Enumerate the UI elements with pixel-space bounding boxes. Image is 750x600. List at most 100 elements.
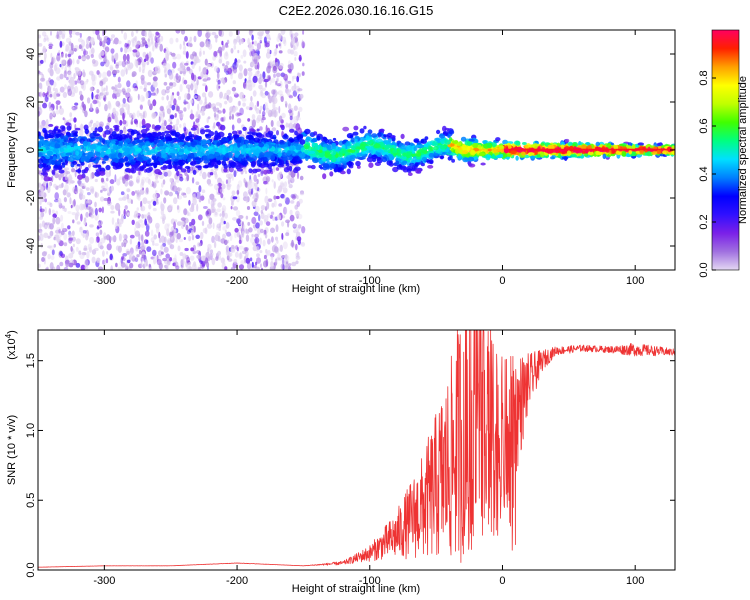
spectrogram-speckle bbox=[223, 220, 226, 225]
spectrogram-speckle bbox=[164, 69, 169, 76]
spectrogram-speckle bbox=[184, 93, 189, 100]
spectrogram-speckle bbox=[238, 239, 242, 244]
spectrogram-band-cell bbox=[180, 168, 187, 173]
spectrogram-speckle bbox=[253, 174, 257, 182]
spectrogram-speckle bbox=[158, 250, 163, 257]
spectrogram-speckle bbox=[44, 34, 49, 41]
spectrogram-speckle bbox=[39, 200, 42, 205]
spectrogram-speckle bbox=[162, 257, 168, 262]
spectrogram-speckle bbox=[287, 80, 292, 84]
spectrogram-speckle bbox=[186, 174, 190, 182]
spectrogram-speckle bbox=[233, 38, 237, 42]
spectrogram-speckle bbox=[141, 244, 146, 249]
spectrogram-speckle bbox=[99, 196, 105, 202]
spectrogram-speckle bbox=[101, 206, 104, 214]
spectrogram-speckle bbox=[271, 89, 276, 95]
spectrogram-speckle bbox=[160, 208, 165, 216]
spectrogram-speckle bbox=[63, 70, 67, 79]
spectrogram-speckle bbox=[65, 171, 71, 175]
spectrogram-speckle bbox=[237, 100, 241, 107]
spectrogram-speckle bbox=[120, 69, 126, 77]
spectrogram-speckle bbox=[126, 80, 131, 88]
spectrogram-speckle bbox=[89, 208, 94, 216]
spectrogram-speckle bbox=[123, 32, 128, 40]
spectrogram-speckle bbox=[101, 86, 104, 93]
spectrogram-speckle bbox=[114, 84, 118, 92]
spectrogram-speckle bbox=[289, 177, 295, 184]
spectrogram-speckle bbox=[64, 207, 67, 212]
spectrogram-speckle bbox=[278, 185, 283, 193]
spectrogram-speckle bbox=[216, 72, 220, 79]
spectrogram-speckle bbox=[56, 104, 59, 111]
spectrogram-speckle bbox=[251, 234, 254, 238]
spectrogram-speckle bbox=[161, 89, 167, 96]
spectrogram-speckle bbox=[265, 107, 270, 114]
spectrogram-speckle bbox=[295, 85, 301, 93]
spectrogram-speckle bbox=[53, 81, 57, 88]
spectrogram-speckle bbox=[85, 43, 90, 49]
spectrogram-speckle bbox=[243, 247, 249, 252]
spectrogram-speckle bbox=[71, 30, 77, 35]
spectrogram-speckle bbox=[191, 218, 196, 226]
spectrogram-speckle bbox=[233, 170, 237, 178]
spectrogram-speckle bbox=[253, 40, 258, 47]
spectrogram-speckle bbox=[137, 195, 141, 201]
spectrogram-speckle bbox=[295, 243, 298, 251]
spectrogram-speckle bbox=[263, 78, 269, 83]
spectrogram-speckle bbox=[221, 210, 225, 218]
spectrogram-speckle bbox=[65, 37, 72, 44]
spectrogram-speckle bbox=[271, 202, 275, 208]
spectrogram-speckle bbox=[190, 109, 193, 115]
spectrogram-speckle bbox=[148, 51, 152, 59]
spectrogram-speckle bbox=[267, 249, 271, 256]
spectrogram-speckle bbox=[270, 227, 275, 234]
spectrogram-speckle bbox=[140, 245, 146, 251]
spectrogram-speckle bbox=[236, 218, 241, 225]
spectrogram-speckle bbox=[81, 39, 86, 48]
spectrogram-speckle bbox=[245, 234, 250, 242]
spectrogram-speckle bbox=[56, 236, 61, 244]
spectrogram-speckle bbox=[41, 119, 46, 127]
spectrogram-speckle bbox=[226, 231, 232, 237]
spectrogram-speckle bbox=[219, 188, 225, 194]
spectrogram-speckle bbox=[239, 91, 245, 100]
spectrogram-speckle bbox=[274, 107, 278, 111]
spectrogram-speckle bbox=[191, 229, 194, 236]
spectrogram-speckle bbox=[229, 115, 232, 120]
spectrogram-speckle bbox=[177, 245, 181, 252]
spectrogram-speckle bbox=[166, 170, 172, 177]
spectrogram-speckle bbox=[223, 116, 226, 121]
spectrogram-speckle bbox=[158, 231, 161, 239]
spectrogram-speckle bbox=[69, 197, 72, 205]
spectrogram-speckle bbox=[272, 89, 278, 98]
spectrogram-band-cell bbox=[176, 170, 180, 177]
spectrogram-speckle bbox=[255, 246, 260, 252]
spectrogram-speckle bbox=[275, 57, 278, 63]
spectrogram-speckle bbox=[174, 261, 179, 268]
spectrogram-speckle bbox=[168, 204, 174, 210]
spectrogram-speckle bbox=[276, 77, 279, 82]
spectrogram-speckle bbox=[276, 120, 281, 127]
spectrogram-band-cell bbox=[119, 129, 123, 134]
spectrogram-speckle bbox=[161, 182, 164, 188]
spectrogram-band-cell bbox=[404, 141, 411, 146]
spectrogram-speckle bbox=[103, 38, 108, 43]
spectrogram-speckle bbox=[220, 257, 225, 264]
spectrogram-speckle bbox=[55, 216, 61, 225]
spectrogram-speckle bbox=[107, 102, 112, 110]
spectrogram-speckle bbox=[301, 39, 304, 48]
spectrogram-speckle bbox=[189, 43, 193, 48]
spectrogram-speckle bbox=[97, 241, 103, 249]
spectrogram-speckle bbox=[172, 230, 177, 238]
spectrogram-band-cell bbox=[279, 124, 284, 128]
spectrogram-speckle bbox=[270, 120, 274, 127]
spectrogram-speckle bbox=[254, 205, 260, 213]
spectrogram-marks bbox=[38, 30, 675, 270]
spectrogram-speckle bbox=[78, 179, 81, 187]
spectrogram-speckle bbox=[126, 250, 130, 255]
spectrogram-speckle bbox=[200, 71, 204, 79]
spectrogram-band-cell bbox=[502, 139, 508, 145]
spectrogram-speckle bbox=[228, 96, 233, 103]
spectrogram-speckle bbox=[280, 96, 284, 102]
spectrogram-speckle bbox=[139, 112, 143, 117]
